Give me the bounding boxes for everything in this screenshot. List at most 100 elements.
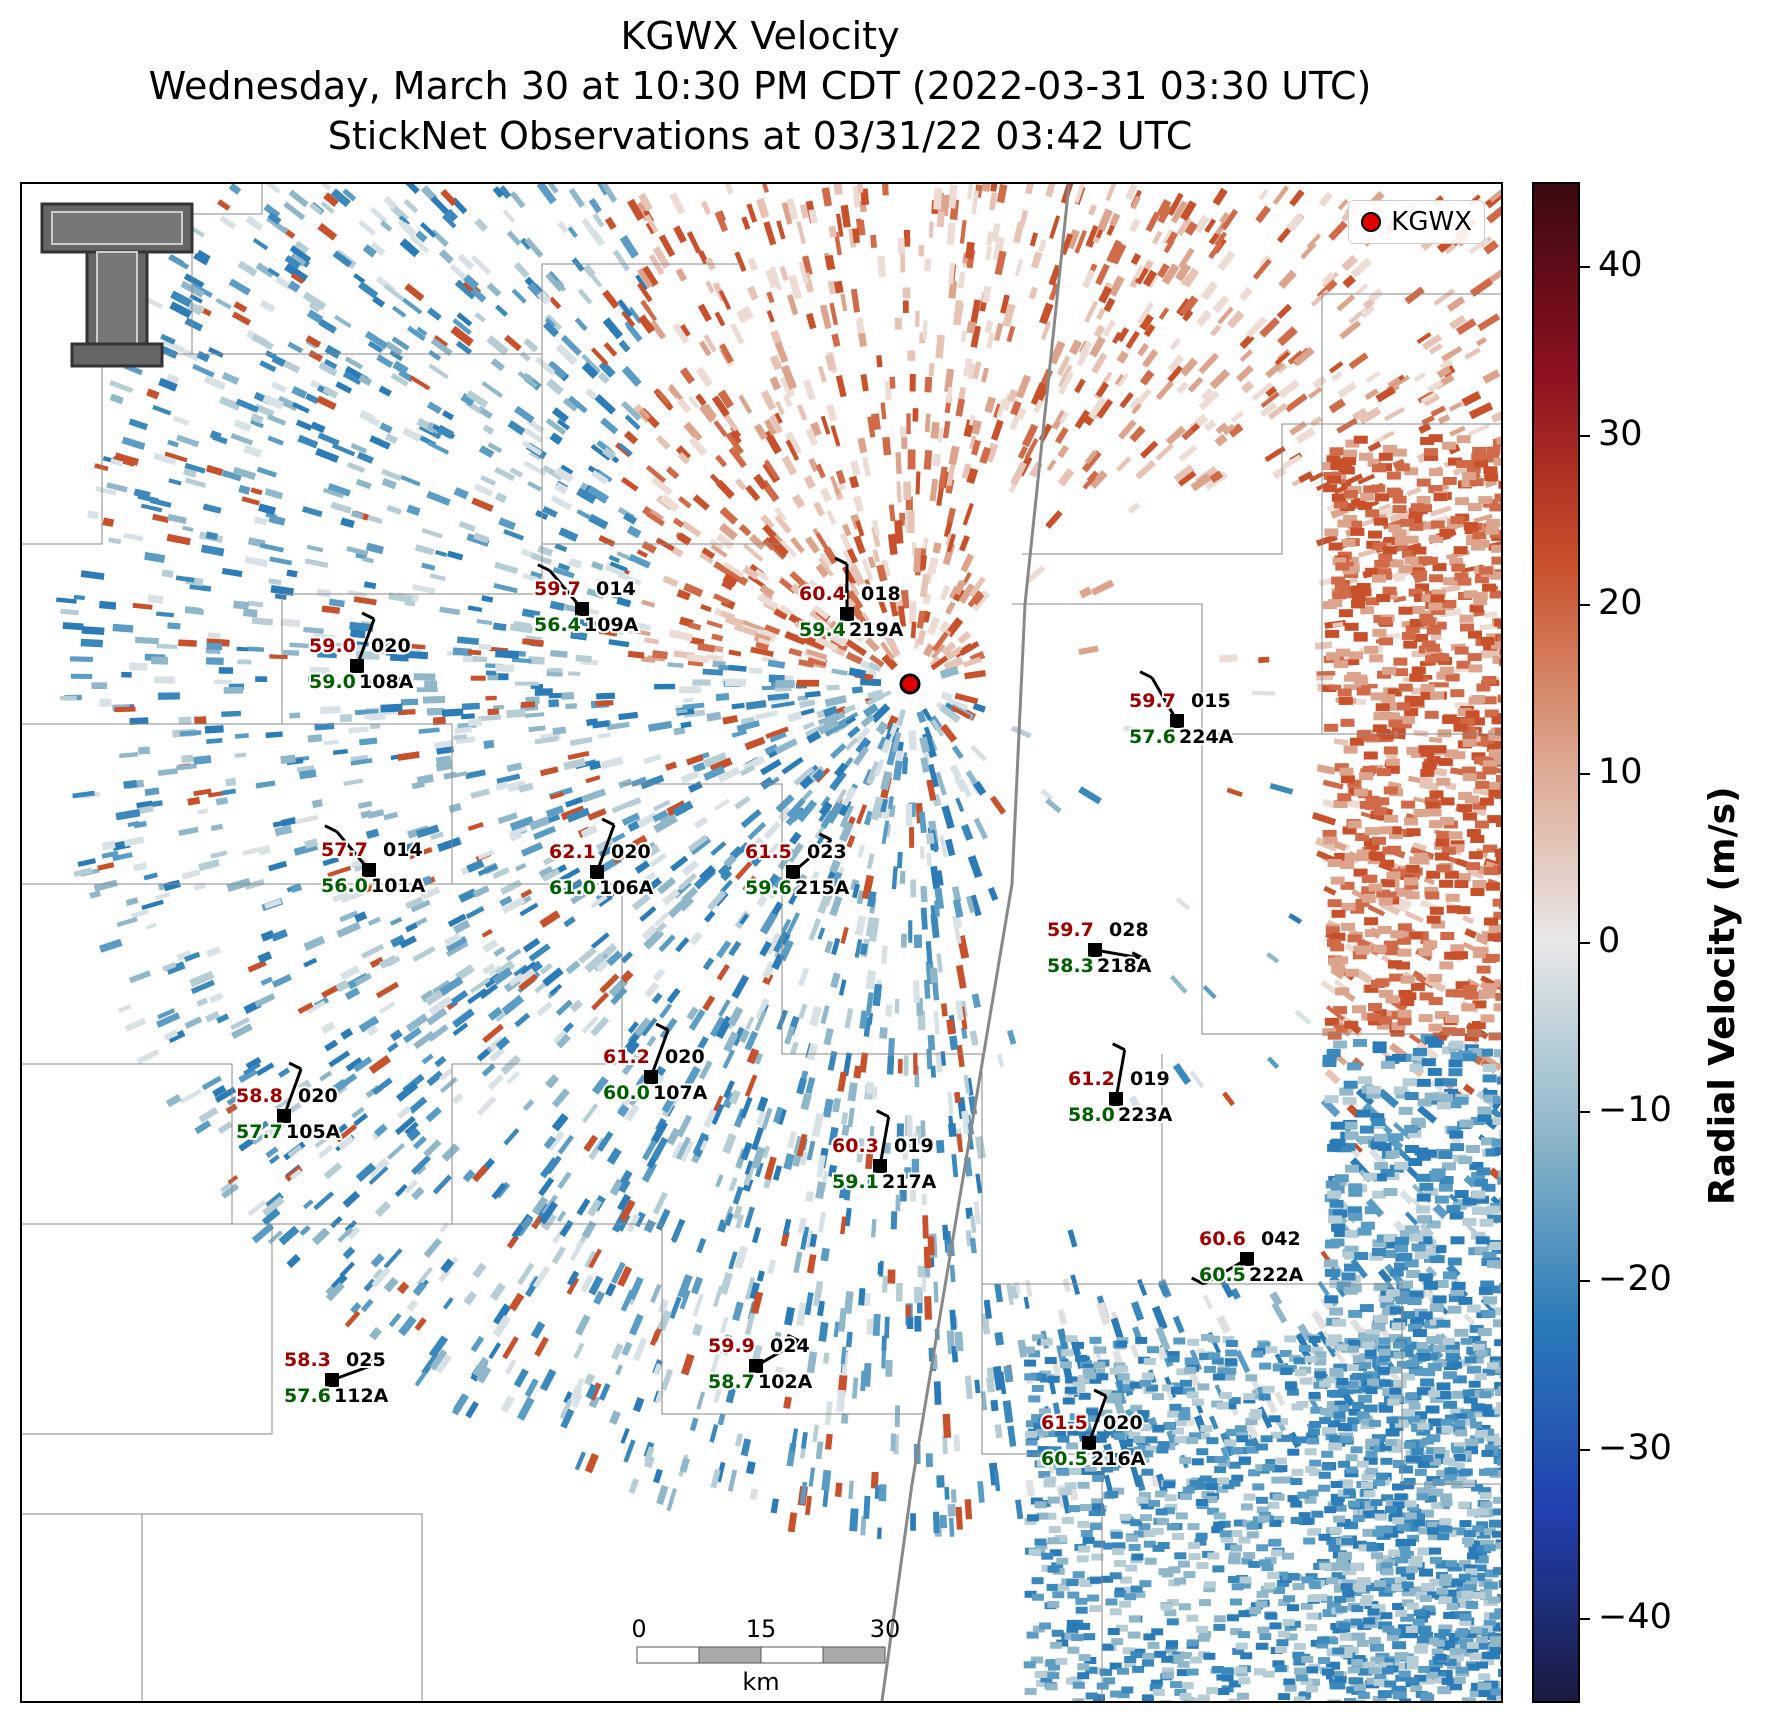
colorbar-tick-mark: [1580, 772, 1590, 775]
station-108A: 59.0 020 59.0 108A: [307, 611, 416, 695]
wind-barb-flag: [361, 611, 375, 621]
station-temperature: 58.3: [284, 1349, 331, 1371]
station-dewpoint: 57.6: [1129, 726, 1176, 748]
legend-label: KGWX: [1391, 207, 1472, 237]
colorbar-tick-mark: [1580, 1110, 1590, 1113]
colorbar-tick-label: 40: [1598, 244, 1643, 285]
station-marker-icon: [749, 1359, 763, 1373]
station-wind-direction: 014: [383, 839, 423, 861]
station-wind-direction: 028: [1109, 919, 1149, 941]
station-216A: 61.5 020 60.5 216A: [1039, 1388, 1148, 1472]
station-id: 106A: [599, 877, 654, 899]
station-marker-icon: [840, 607, 854, 621]
station-wind-direction: 019: [894, 1135, 934, 1157]
station-id: 218A: [1097, 955, 1152, 977]
station-dewpoint: 58.0: [1068, 1104, 1115, 1126]
station-dewpoint: 60.5: [1199, 1264, 1246, 1286]
state-border-line: [880, 184, 1071, 1701]
station-dewpoint: 56.0: [321, 875, 368, 897]
colorbar-tick-label: −30: [1598, 1427, 1672, 1468]
colorbar-tick-label: 20: [1598, 582, 1643, 623]
station-id: 223A: [1118, 1104, 1173, 1126]
station-107A: 61.2 020 60.0 107A: [601, 1022, 710, 1106]
wind-barb-flag: [1191, 1276, 1205, 1286]
wind-barb-shaft: [1202, 1257, 1248, 1286]
colorbar-label: Radial Velocity (m/s): [1702, 786, 1743, 1205]
wind-barb-flag: [601, 817, 615, 827]
wind-barb-flag: [818, 832, 832, 842]
station-id: 222A: [1249, 1264, 1304, 1286]
station-temperature: 59.7: [534, 578, 581, 600]
title-line-2: Wednesday, March 30 at 10:30 PM CDT (202…: [148, 64, 1372, 108]
legend-marker-icon: [1361, 212, 1382, 232]
scalebar-tick-0: 0: [631, 1615, 646, 1643]
colorbar-tick-label: 30: [1598, 413, 1643, 454]
wind-barb-shaft: [595, 824, 616, 873]
colorbar-tick-mark: [1580, 941, 1590, 944]
station-dewpoint: 56.4: [534, 614, 581, 636]
wind-barb-flag: [1112, 1042, 1126, 1052]
station-temperature: 61.2: [603, 1046, 650, 1068]
wind-barb-shaft: [282, 1068, 303, 1117]
station-dewpoint: 58.3: [1047, 955, 1094, 977]
station-wind-direction: 042: [1261, 1228, 1301, 1250]
station-217A: 60.3 019 59.1 217A: [830, 1109, 939, 1195]
wind-barb-shaft: [755, 1339, 801, 1368]
legend: KGWX: [1348, 200, 1485, 244]
station-id: 109A: [584, 614, 639, 636]
wind-barb-flag: [366, 1355, 380, 1365]
station-215A: 61.5 023 59.6 215A: [743, 832, 852, 901]
station-223A: 61.2 019 58.0 223A: [1066, 1042, 1175, 1128]
wind-barb-flag: [876, 1109, 890, 1119]
station-109A: 59.7 014 56.4 109A: [532, 563, 641, 638]
colorbar-tick-mark: [1580, 603, 1590, 606]
station-dewpoint: 57.7: [236, 1121, 283, 1143]
station-temperature: 61.2: [1068, 1068, 1115, 1090]
county-borders: [22, 184, 1501, 1701]
colorbar-tick-mark: [1580, 265, 1590, 268]
station-224A: 59.7 015 57.6 224A: [1127, 670, 1236, 750]
station-dewpoint: 60.0: [603, 1082, 650, 1104]
station-wind-direction: 020: [665, 1046, 705, 1068]
radar-velocity-field: 59.0 020 59.0 108A 59.7 014 56.4 109A 60.4 018 59.…: [22, 184, 1501, 1701]
station-temperature: 62.1: [549, 841, 596, 863]
station-marker-icon: [1082, 1436, 1096, 1450]
station-marker-icon: [277, 1109, 291, 1123]
station-marker-icon: [786, 865, 800, 879]
station-dewpoint: 61.0: [549, 877, 596, 899]
texas-tech-logo: [40, 202, 194, 368]
station-marker-icon: [350, 659, 364, 673]
station-temperature: 60.6: [1199, 1228, 1246, 1250]
station-temperature: 57.7: [321, 839, 368, 861]
colorbar-tick-mark: [1580, 1617, 1590, 1620]
station-temperature: 61.5: [745, 841, 792, 863]
scale-bar: 0 15 30 km: [631, 1615, 900, 1696]
colorbar: [1532, 182, 1580, 1703]
station-dewpoint: 58.7: [708, 1371, 755, 1393]
station-wind-direction: 024: [770, 1335, 810, 1357]
colorbar-tick-label: −10: [1598, 1089, 1672, 1130]
station-id: 112A: [334, 1385, 389, 1407]
station-112A: 58.3 025 57.6 112A: [282, 1347, 391, 1409]
station-wind-direction: 015: [1191, 690, 1231, 712]
station-106A: 62.1 020 61.0 106A: [547, 817, 656, 901]
wind-barb-flag: [834, 556, 848, 566]
station-marker-icon: [873, 1159, 887, 1173]
wind-barb-shaft: [1114, 1049, 1127, 1100]
station-temperature: 59.0: [309, 635, 356, 657]
colorbar-tick-label: 10: [1598, 751, 1643, 792]
wind-barb-shaft: [1087, 1395, 1108, 1444]
wind-barb-shaft: [1094, 948, 1145, 961]
station-temperature: 60.3: [832, 1135, 879, 1157]
station-102A: 59.9 024 58.7 102A: [706, 1333, 815, 1395]
wind-barb-flag: [288, 1061, 302, 1071]
station-marker-icon: [325, 1373, 339, 1387]
colorbar-tick-mark: [1580, 1279, 1590, 1282]
station-marker-icon: [1170, 714, 1184, 728]
station-wind-direction: 014: [596, 578, 636, 600]
colorbar-tick-label: 0: [1598, 920, 1621, 961]
station-wind-direction: 020: [611, 841, 651, 863]
station-219A: 60.4 018 59.4 219A: [797, 556, 906, 643]
scalebar-tick-15: 15: [746, 1615, 777, 1643]
station-wind-direction: 019: [1130, 1068, 1170, 1090]
